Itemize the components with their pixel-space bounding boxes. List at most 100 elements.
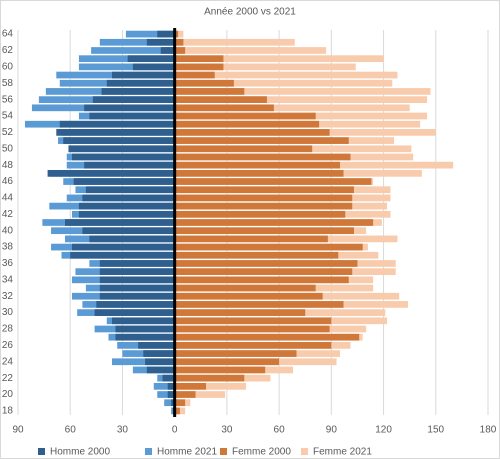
bar <box>106 79 175 87</box>
bar <box>127 55 175 63</box>
bar <box>174 309 306 316</box>
bar <box>174 251 339 259</box>
bar <box>174 407 180 415</box>
bar <box>94 309 175 316</box>
x-tick-label: 0 <box>172 425 178 436</box>
bar <box>71 153 175 161</box>
bar <box>65 219 175 226</box>
bar <box>78 55 175 63</box>
bar <box>115 333 175 341</box>
bar <box>174 350 297 357</box>
legend-label: Femme 2000 <box>232 447 291 458</box>
x-tick-label: 60 <box>65 425 77 436</box>
x-tick-label: 150 <box>427 425 444 436</box>
bar <box>174 63 224 71</box>
bar <box>174 96 267 103</box>
bar <box>174 30 179 38</box>
bar <box>112 317 175 325</box>
bar <box>59 120 175 128</box>
bar <box>174 38 184 46</box>
y-tick-label: 30 <box>2 307 14 318</box>
bar <box>71 243 175 251</box>
x-tick-label: 90 <box>12 425 24 436</box>
bar <box>174 366 266 374</box>
bar <box>174 391 226 398</box>
bar <box>96 301 175 308</box>
bar <box>167 382 175 390</box>
bar <box>174 243 363 251</box>
y-tick-label: 38 <box>2 242 14 253</box>
bar <box>153 382 175 390</box>
bar <box>92 96 175 103</box>
bar <box>73 178 175 185</box>
bar <box>68 145 175 153</box>
bar <box>174 47 327 54</box>
bar <box>157 30 175 38</box>
bar <box>70 251 175 259</box>
y-tick-label: 46 <box>2 176 14 187</box>
bar <box>174 399 186 407</box>
bar <box>138 342 175 349</box>
y-tick-label: 24 <box>2 356 14 367</box>
legend-label: Homme 2021 <box>157 447 217 458</box>
y-tick-label: 20 <box>2 389 14 400</box>
bar <box>174 71 215 79</box>
bar <box>174 30 184 38</box>
bar <box>174 194 353 202</box>
y-tick-label: 40 <box>2 225 14 236</box>
bar <box>82 194 175 202</box>
bar <box>63 137 175 144</box>
bar <box>174 333 360 341</box>
legend-swatch <box>145 448 152 455</box>
bar <box>174 268 353 276</box>
y-tick-label: 48 <box>2 160 14 171</box>
bar <box>174 301 344 308</box>
bar <box>78 210 175 218</box>
bar <box>143 350 175 357</box>
bar <box>160 47 175 54</box>
bar <box>174 382 247 390</box>
bar <box>85 186 175 194</box>
bar <box>174 382 206 390</box>
y-tick-label: 36 <box>2 258 14 269</box>
x-tick-label: 30 <box>221 425 233 436</box>
bar <box>174 55 384 63</box>
y-tick-label: 62 <box>2 45 14 56</box>
bar <box>174 374 245 382</box>
legend-label: Homme 2000 <box>50 447 110 458</box>
bar <box>99 276 175 284</box>
bar <box>174 391 196 398</box>
x-tick-label: 60 <box>274 425 286 436</box>
bar <box>174 88 245 95</box>
bar <box>174 55 224 63</box>
bar <box>174 79 393 87</box>
bar <box>84 104 175 112</box>
bar <box>174 153 351 161</box>
y-tick-label: 52 <box>2 127 14 138</box>
y-tick-label: 58 <box>2 78 14 89</box>
bar <box>174 71 398 79</box>
bar <box>167 391 175 398</box>
y-tick-label: 28 <box>2 324 14 335</box>
bar <box>174 292 323 300</box>
bar <box>174 137 349 144</box>
bar <box>157 391 175 398</box>
legend-swatch <box>220 448 227 455</box>
bar <box>78 202 175 210</box>
bar <box>99 268 175 276</box>
bar <box>174 178 372 185</box>
legend-label: Femme 2021 <box>313 447 372 458</box>
bar <box>174 88 431 95</box>
bar <box>174 169 344 177</box>
bar <box>174 129 330 136</box>
bar <box>99 284 175 292</box>
y-tick-label: 64 <box>2 29 14 40</box>
bar <box>174 161 341 169</box>
bar <box>84 161 175 169</box>
bar <box>47 169 175 177</box>
y-tick-label: 56 <box>2 94 14 105</box>
bar <box>174 227 354 235</box>
bar <box>146 38 175 46</box>
bar <box>174 47 186 54</box>
bar <box>174 317 332 325</box>
